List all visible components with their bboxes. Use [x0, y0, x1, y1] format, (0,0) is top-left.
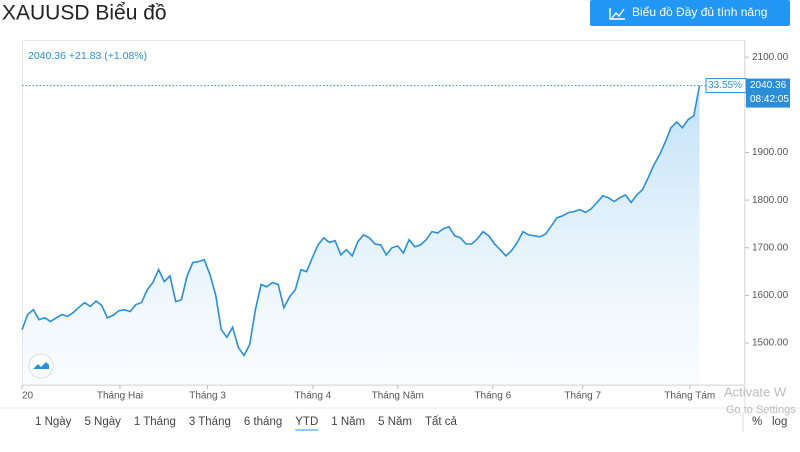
- button-label[interactable]: Biểu đồ Đầy đủ tính năng: [632, 5, 767, 19]
- x-tick-label: Tháng 4: [295, 391, 332, 402]
- range-button[interactable]: Tất cả: [425, 416, 458, 428]
- full-chart-button[interactable]: [590, 0, 790, 26]
- pct-label: 33.55%: [708, 80, 742, 91]
- range-button[interactable]: 5 Ngày: [84, 416, 121, 428]
- x-tick-label: 20: [22, 391, 34, 402]
- y-tick-label: 1800.00: [752, 195, 789, 206]
- range-button[interactable]: 6 tháng: [244, 416, 282, 428]
- price-line: [21, 85, 701, 358]
- range-button[interactable]: 3 Tháng: [189, 416, 231, 428]
- x-tick-label: Tháng Hai: [97, 391, 143, 402]
- logo-bg: [28, 353, 54, 379]
- y-tick-label: 1900.00: [752, 147, 789, 158]
- watermark: Go to Settings: [726, 404, 796, 416]
- range-button[interactable]: YTD: [295, 416, 318, 428]
- logo: [33, 362, 49, 369]
- range-button[interactable]: 1 Năm: [331, 416, 365, 428]
- percent-toggle[interactable]: %: [752, 416, 762, 428]
- x-tick-label: Tháng Tám: [664, 391, 715, 402]
- log-toggle[interactable]: log: [772, 416, 787, 428]
- price-info: 2040.36 +21.83 (+1.08%): [28, 50, 147, 62]
- y-tick-label: 1700.00: [752, 242, 789, 253]
- x-tick-label: Tháng 6: [474, 391, 511, 402]
- range-button[interactable]: 1 Ngày: [35, 416, 72, 428]
- time-label: 08:42:05: [750, 94, 789, 105]
- x-tick-label: Tháng Năm: [372, 391, 424, 402]
- x-tick-label: Tháng 7: [564, 391, 601, 402]
- range-button[interactable]: 1 Tháng: [134, 416, 176, 428]
- range-button[interactable]: 5 Năm: [378, 416, 412, 428]
- watermark: Activate W: [724, 384, 787, 399]
- price-tag-label: 2040.36: [750, 80, 787, 91]
- price-tag: [746, 78, 790, 108]
- page-title: XAUUSD Biểu đồ: [2, 2, 167, 25]
- y-tick-label: 1600.00: [752, 290, 789, 301]
- x-tick-label: Tháng 3: [189, 391, 226, 402]
- y-tick-label: 1500.00: [752, 338, 789, 349]
- area: [22, 85, 700, 385]
- y-tick-label: 2100.00: [752, 52, 789, 63]
- chart-icon: [609, 8, 625, 20]
